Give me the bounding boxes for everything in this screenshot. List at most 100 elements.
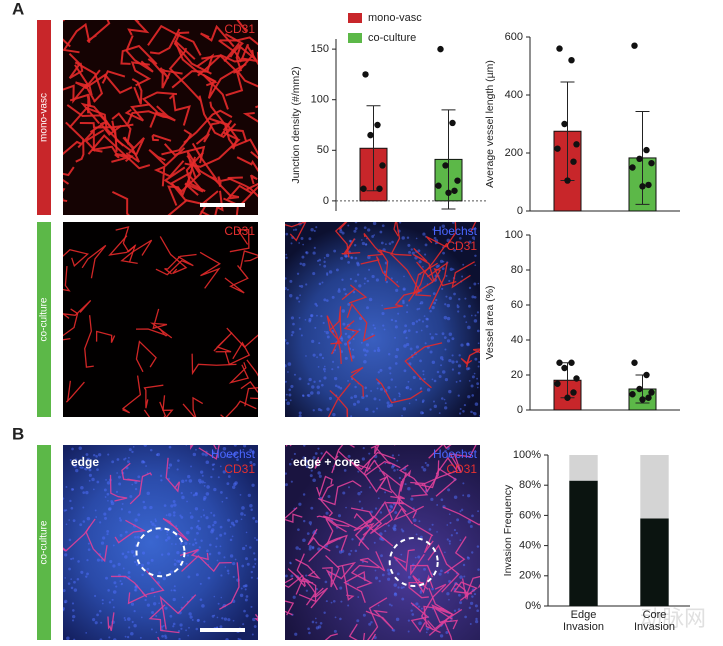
nucleus [446,538,449,541]
vessel [182,396,204,417]
nucleus [448,540,451,543]
nucleus [240,518,243,521]
nucleus [325,511,329,515]
nucleus [365,407,369,412]
nucleus [365,349,369,353]
nucleus [197,519,200,523]
nucleus [433,301,437,305]
nucleus [314,302,318,306]
vessel [114,519,147,544]
row-bar [37,20,51,215]
nucleus [137,475,141,479]
nucleus [255,538,258,542]
vessel [322,515,359,533]
nucleus [215,537,219,540]
nucleus [210,511,213,514]
vessel [350,366,364,397]
nucleus [422,370,425,373]
vessel [348,623,377,640]
bar-segment [640,518,669,606]
nucleus [351,355,355,359]
nucleus [317,408,321,411]
nucleus [377,497,380,500]
nucleus [215,545,218,548]
nucleus [340,600,343,603]
nucleus [92,488,95,491]
nucleus [203,485,206,487]
nucleus [131,450,134,454]
nucleus [444,402,447,405]
nucleus [209,543,212,547]
nucleus [373,541,376,544]
nucleus [379,511,383,514]
nucleus [304,459,308,463]
nucleus [141,573,144,577]
nucleus [202,509,205,511]
nucleus [372,222,377,226]
nucleus [473,319,478,323]
vessel [350,564,380,589]
vessel [109,474,128,502]
nucleus [119,519,123,522]
vessel [219,36,258,46]
nucleus [212,523,215,527]
nucleus [65,509,68,512]
nucleus [154,518,157,521]
vessel [316,515,350,528]
micrograph [63,222,258,417]
nucleus [397,312,400,315]
nucleus [225,638,229,640]
nucleus [127,550,130,554]
nucleus [181,596,184,599]
nucleus [410,248,413,251]
nucleus [476,329,480,333]
vessel [451,261,476,289]
nucleus [96,613,99,617]
vessel [84,315,94,368]
nucleus [213,595,216,598]
nucleus [365,243,368,246]
nucleus [181,479,185,484]
vessel [413,523,434,554]
nucleus [306,394,309,397]
vessel [393,549,415,572]
nucleus [205,492,210,496]
nucleus [295,546,299,550]
nucleus [439,259,444,264]
nucleus [285,253,288,256]
nucleus [368,622,372,626]
nucleus [198,546,201,549]
nucleus [406,304,409,307]
nucleus [308,237,312,241]
nucleus [206,549,209,553]
nucleus [354,222,358,224]
nucleus [311,546,315,550]
nucleus [111,460,115,464]
nucleus [318,342,321,345]
y-tick-label: 60% [519,509,541,521]
vessel [334,222,350,258]
nucleus [459,539,462,542]
nucleus [415,533,418,536]
nucleus [301,394,305,397]
vessel [201,54,244,97]
nucleus [122,567,125,570]
nucleus [334,616,337,619]
nucleus [242,584,246,588]
nucleus [394,362,398,365]
nucleus [142,551,146,555]
nucleus [473,372,476,375]
y-tick-label: 60 [511,299,523,311]
nucleus [366,526,369,529]
legend-swatch [348,13,362,23]
vessel [346,302,376,342]
nucleus [476,382,480,386]
vessel [223,33,244,62]
nucleus [356,263,360,267]
nucleus [106,481,111,485]
nucleus [192,494,196,497]
nucleus [211,528,215,532]
nucleus [149,505,153,510]
nucleus [443,315,448,320]
nucleus [167,466,171,470]
